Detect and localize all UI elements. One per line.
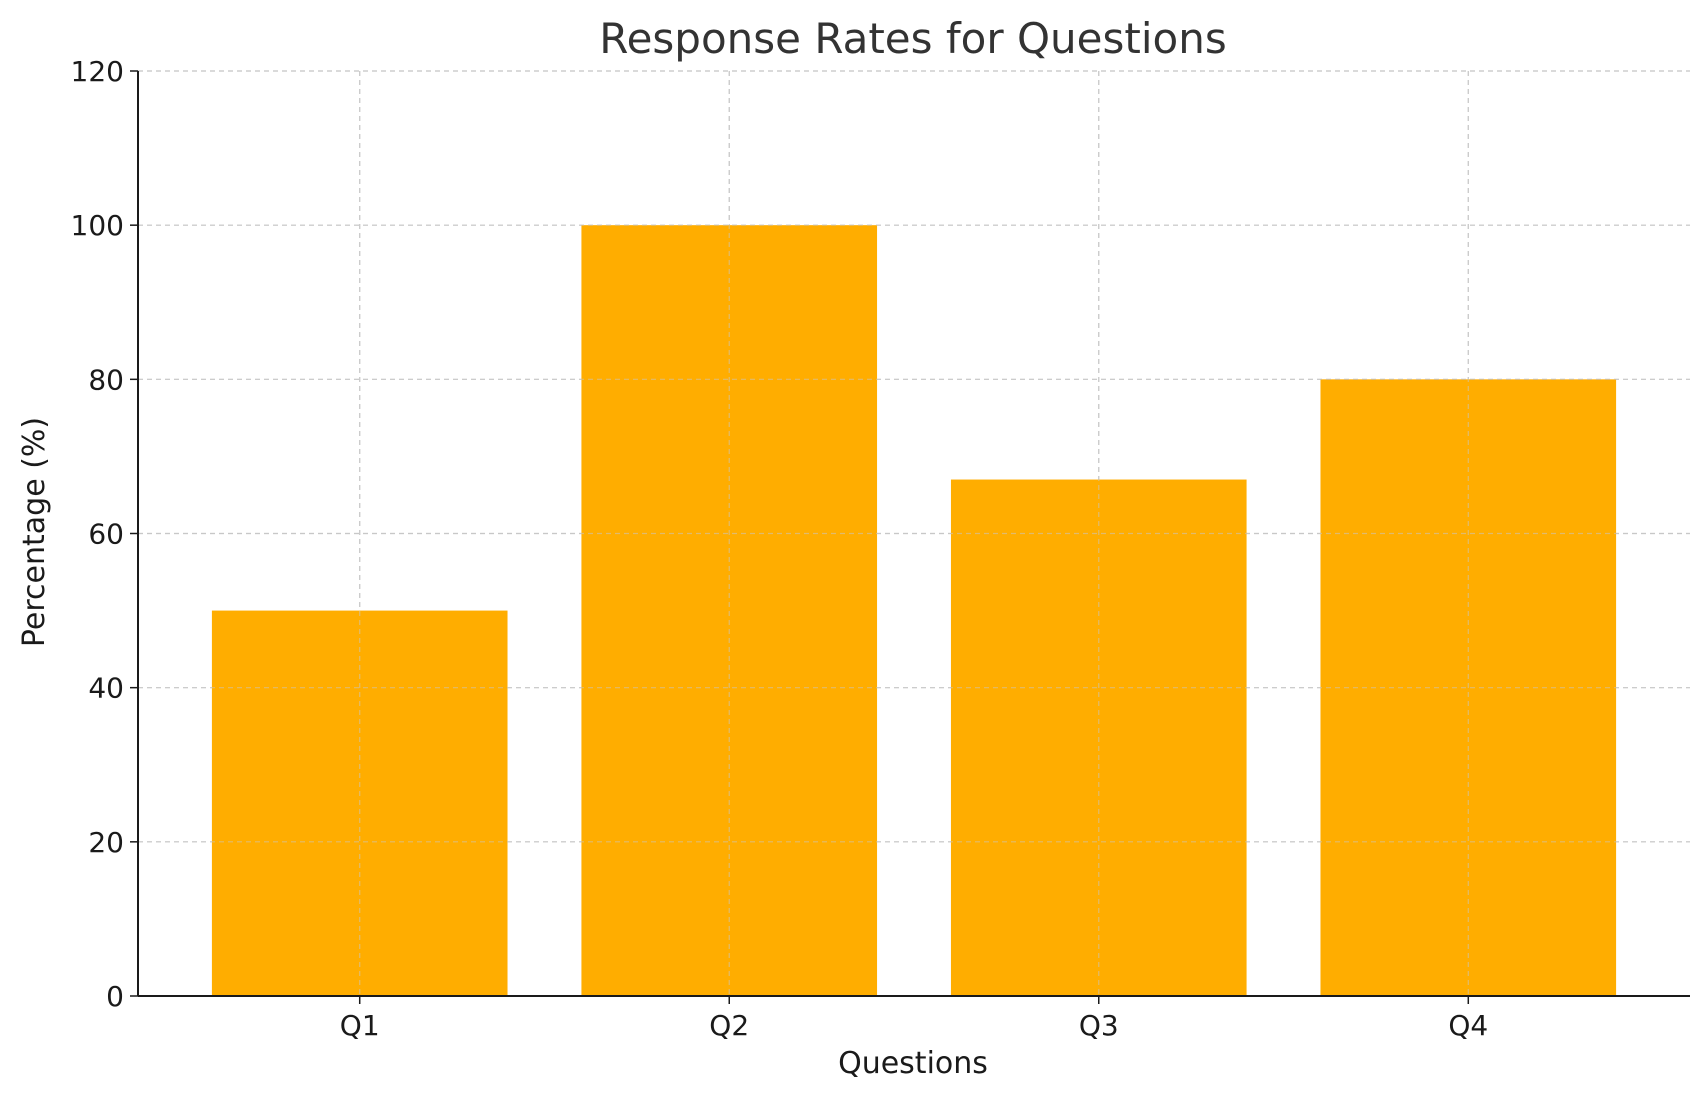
y-tick-label: 120 — [71, 55, 124, 88]
x-tick-label: Q1 — [340, 1009, 380, 1042]
y-tick-label: 40 — [88, 672, 124, 705]
axes: 0 20 40 60 80 100 120 Q1 Q2 Q3 Q4 — [71, 55, 1690, 1042]
x-tick-label: Q2 — [709, 1009, 749, 1042]
bar-q2 — [581, 225, 878, 996]
x-tick-label: Q4 — [1448, 1009, 1488, 1042]
chart-title: Response Rates for Questions — [599, 14, 1226, 63]
y-tick-label: 80 — [88, 363, 124, 396]
y-tick-label: 20 — [88, 826, 124, 859]
y-tick-label: 100 — [71, 209, 124, 242]
x-tick-label: Q3 — [1079, 1009, 1119, 1042]
bars — [138, 70, 1690, 997]
grid-overlay — [138, 70, 1690, 997]
y-tick-label: 60 — [88, 518, 124, 551]
y-axis-label: Percentage (%) — [17, 417, 52, 647]
y-tick-label: 0 — [106, 980, 124, 1013]
labels: Response Rates for Questions Questions P… — [17, 14, 1227, 1081]
x-axis-label: Questions — [838, 1046, 988, 1081]
